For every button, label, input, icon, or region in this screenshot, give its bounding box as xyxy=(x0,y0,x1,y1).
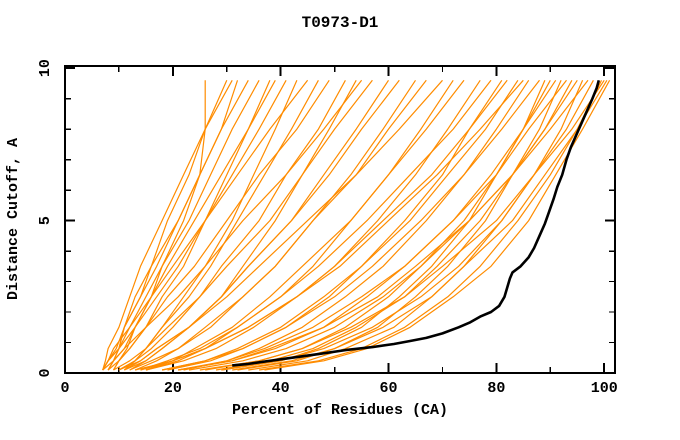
model-curve xyxy=(183,79,530,371)
x-tick-label: 20 xyxy=(164,380,182,397)
model-curve xyxy=(161,79,540,371)
model-curve xyxy=(145,79,454,371)
x-axis-label: Percent of Residues (CA) xyxy=(232,402,448,419)
model-curve xyxy=(140,79,492,371)
model-curve xyxy=(161,79,519,371)
model-curves xyxy=(102,79,611,371)
model-curve xyxy=(199,79,605,371)
x-tick-label: 0 xyxy=(60,380,69,397)
model-curve xyxy=(102,80,233,371)
model-curve xyxy=(124,79,443,371)
y-tick-label: 10 xyxy=(37,59,54,77)
model-curve xyxy=(107,80,249,371)
plot-frame xyxy=(64,65,616,374)
x-tick-label: 60 xyxy=(380,380,398,397)
model-curve xyxy=(237,80,562,371)
model-curve xyxy=(178,79,557,371)
model-curve xyxy=(140,79,524,371)
model-curve xyxy=(129,79,400,371)
model-curve xyxy=(167,79,503,371)
highlight-curve xyxy=(232,79,601,367)
y-axis-label: Distance Cutoff, A xyxy=(5,138,22,300)
model-curve xyxy=(178,79,567,371)
model-curve xyxy=(102,79,363,371)
model-curve xyxy=(112,79,330,371)
model-curve xyxy=(102,80,260,371)
model-curve xyxy=(178,79,589,371)
chart-title: T0973-D1 xyxy=(302,14,379,32)
model-curve xyxy=(221,80,594,371)
model-curve xyxy=(134,79,427,371)
model-curve xyxy=(123,80,319,371)
model-curve xyxy=(113,80,346,371)
model-curve xyxy=(102,79,309,371)
y-tick-label: 5 xyxy=(37,216,54,225)
model-curve xyxy=(118,79,373,371)
model-curve xyxy=(188,79,578,371)
x-tick-label: 40 xyxy=(272,380,290,397)
axis-tick-labels: 0 20 40 60 80 100 0 5 10 xyxy=(37,59,618,397)
x-tick-label: 80 xyxy=(487,380,505,397)
model-curve xyxy=(259,80,603,371)
model-curve xyxy=(102,80,206,371)
plot-border xyxy=(64,65,616,374)
y-tick-label: 0 xyxy=(37,368,54,377)
x-tick-label: 100 xyxy=(591,380,618,397)
model-curve xyxy=(264,80,611,371)
